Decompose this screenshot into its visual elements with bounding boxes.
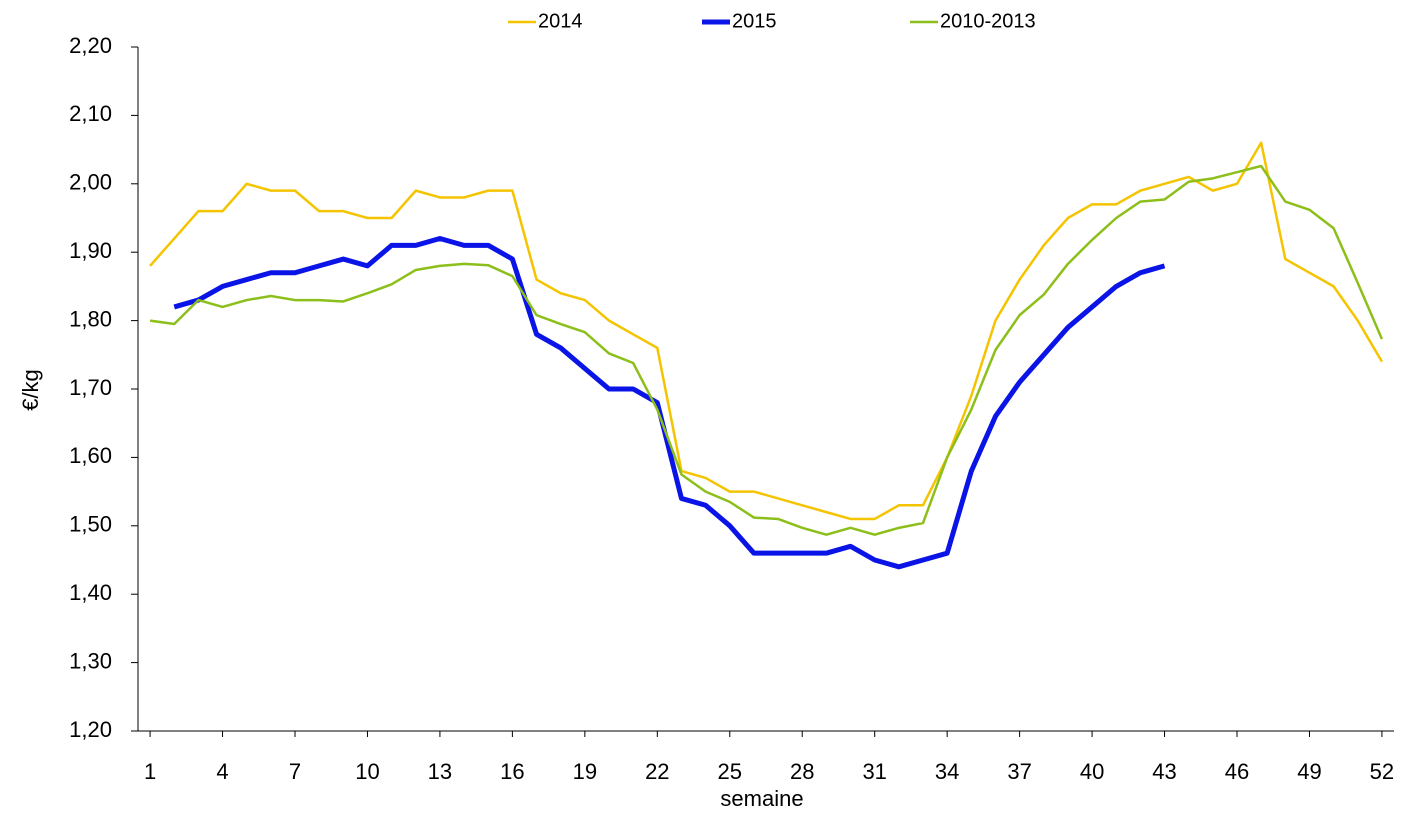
x-tick-label: 7	[289, 759, 301, 784]
x-tick-label: 49	[1297, 759, 1321, 784]
y-tick-label: 1,60	[69, 443, 112, 468]
series-line	[173, 236, 1166, 570]
x-tick-label: 31	[862, 759, 886, 784]
legend-label: 2010-2013	[940, 10, 1036, 32]
y-tick-label: 2,10	[69, 101, 112, 126]
x-tick-label: 13	[428, 759, 452, 784]
y-tick-label: 1,70	[69, 375, 112, 400]
y-tick-label: 1,90	[69, 238, 112, 263]
x-tick-label: 43	[1152, 759, 1176, 784]
series-line	[149, 164, 1384, 536]
x-tick-label: 10	[355, 759, 379, 784]
y-tick-label: 2,20	[69, 33, 112, 58]
y-tick-label: 1,50	[69, 512, 112, 537]
y-tick-label: 1,30	[69, 648, 112, 673]
y-axis-label: €/kg	[18, 369, 43, 411]
legend-label: 2014	[538, 10, 583, 32]
y-tick-label: 1,80	[69, 306, 112, 331]
x-tick-label: 52	[1370, 759, 1394, 784]
y-tick-label: 1,40	[69, 580, 112, 605]
x-tick-label: 46	[1225, 759, 1249, 784]
series-line	[149, 141, 1383, 521]
x-tick-label: 22	[645, 759, 669, 784]
x-tick-label: 37	[1007, 759, 1031, 784]
x-tick-label: 40	[1080, 759, 1104, 784]
x-tick-label: 25	[718, 759, 742, 784]
x-tick-label: 19	[573, 759, 597, 784]
y-tick-label: 1,20	[69, 717, 112, 742]
y-tick-label: 2,00	[69, 170, 112, 195]
x-tick-label: 1	[144, 759, 156, 784]
x-axis-label: semaine	[720, 786, 803, 811]
x-tick-label: 4	[216, 759, 228, 784]
x-tick-label: 16	[500, 759, 524, 784]
legend-label: 2015	[732, 10, 777, 32]
x-tick-label: 34	[935, 759, 959, 784]
x-tick-label: 28	[790, 759, 814, 784]
